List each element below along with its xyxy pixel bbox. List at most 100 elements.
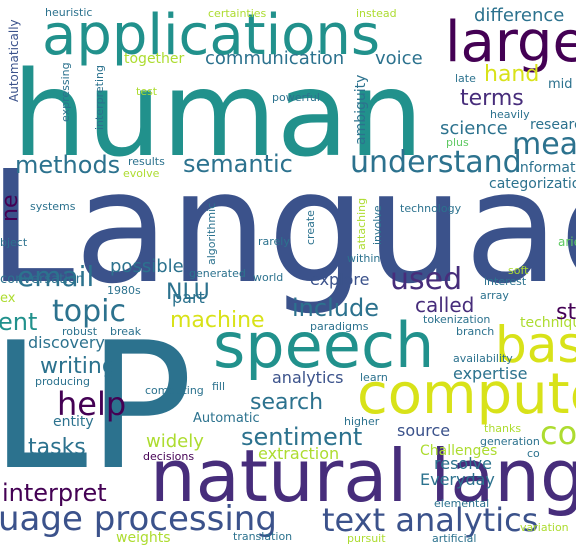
word-soft: interest <box>484 275 527 288</box>
word-difference: difference <box>474 5 565 26</box>
word-language: Language <box>0 137 576 318</box>
word-decisions: generation <box>480 435 540 448</box>
word-variation: artificial <box>432 532 477 545</box>
word-conversation: technique <box>520 315 576 331</box>
word-1980s: world <box>253 271 284 284</box>
word-pursuit: translation <box>233 530 293 543</box>
word-widely: widely <box>146 431 204 452</box>
word-array: soft <box>508 264 529 277</box>
word-producing: break <box>110 325 142 338</box>
word-ent: ent <box>0 308 38 336</box>
word-fill: computing <box>145 384 204 397</box>
word-aries: bject <box>0 236 28 249</box>
word-information: research <box>530 117 576 133</box>
word-discovery: discovery <box>28 333 105 352</box>
word-science: science <box>440 118 508 139</box>
word-uage-processing: uage processing <box>0 499 277 539</box>
word-computation: co <box>527 447 540 460</box>
word-generation: thanks <box>484 422 522 435</box>
word-interpreting: Automatically <box>7 19 21 102</box>
word-writing: writing <box>40 354 116 379</box>
word-possible: possible <box>110 256 184 277</box>
word-called: called <box>415 293 475 317</box>
word-source: source <box>397 421 451 440</box>
word-evolve: plus <box>446 136 469 149</box>
word-ne: st <box>556 300 576 325</box>
word-involve: involve <box>371 205 384 245</box>
word-heuristic: heuristic <box>45 6 93 19</box>
word-explore: explore <box>310 270 370 289</box>
word-within: Challenges <box>420 443 498 459</box>
word-sentiment: sentiment <box>241 423 363 451</box>
word-paradigms: array <box>480 289 509 302</box>
word-email: email <box>17 260 95 293</box>
word-create: create <box>304 210 317 245</box>
word-ambiguity: ambiguity <box>353 74 369 145</box>
word-higher: availability <box>453 352 513 365</box>
word-include: include <box>292 294 379 322</box>
word-extraction: extraction <box>258 444 340 463</box>
word-interest: 1980s <box>107 284 141 297</box>
word-based: based <box>495 316 576 374</box>
word-everyday: Everyday <box>420 470 495 489</box>
word-machine: machine <box>170 308 265 333</box>
word-elemental: decisions <box>143 450 195 463</box>
word-expressing: interpreting <box>93 65 106 130</box>
word-tokenization: paradigms <box>310 320 369 333</box>
word-late: late <box>455 72 476 85</box>
word-ex: conversation <box>0 272 85 287</box>
word-interpret: interpret <box>2 479 107 507</box>
word-rarely: technology <box>400 202 462 215</box>
word-part: part <box>172 288 205 307</box>
word-speech: speech <box>213 309 435 382</box>
word-understand: understand <box>350 145 522 180</box>
word-attaching: attaching <box>355 197 368 250</box>
word-tasks: tasks <box>28 435 86 460</box>
word-break: robust <box>62 325 98 338</box>
word-robust: branch <box>456 325 495 338</box>
word-computer: computer <box>357 362 576 427</box>
word-categorization: information <box>516 160 576 176</box>
word-analytics: analytics <box>272 368 344 387</box>
word-large: large <box>445 10 576 75</box>
word-text-analytics: text analytics <box>322 501 539 539</box>
word-certainties: certainties <box>208 7 267 20</box>
word-terms: terms <box>460 86 524 111</box>
word-generated: rarely <box>258 235 290 248</box>
word-challenges: variation <box>520 521 569 534</box>
word-results: evolve <box>123 167 160 180</box>
word-topic: topic <box>52 294 126 329</box>
word-automatic: Automatic <box>193 411 260 426</box>
word-voice: voice <box>375 48 423 69</box>
word-automatically: ne <box>0 194 23 222</box>
word-research: mid <box>548 77 573 92</box>
word-mid: within <box>347 252 381 265</box>
word-help: help <box>57 385 127 423</box>
word-co: aries <box>558 235 576 249</box>
word-systems: results <box>128 155 165 168</box>
word-entity: entity <box>53 414 94 430</box>
word-natural-language: natural language <box>150 434 576 518</box>
word-heavily: heavily <box>490 108 530 121</box>
word-technology: systems <box>30 200 76 213</box>
word-thanks: higher <box>344 415 380 428</box>
word-technique: categorization <box>489 176 576 192</box>
word-communication: communication <box>205 48 345 69</box>
word-st: computation <box>540 414 576 452</box>
word-lp: LP <box>0 306 194 509</box>
word-resolve: resolve <box>434 454 492 473</box>
word-learn: fill <box>212 380 226 393</box>
word-methods: methods <box>15 151 121 179</box>
word-world: generated <box>189 267 246 280</box>
word-plus: expressing <box>59 62 72 122</box>
word-algorithmic: algorithmic <box>205 202 218 265</box>
word-human: human <box>12 45 424 183</box>
word-availability: learn <box>360 371 388 384</box>
word-translation: weights <box>116 530 171 546</box>
word-hand: hand <box>484 62 540 87</box>
word-expertise: expertise <box>453 364 528 383</box>
word-meaning: meaning <box>512 127 576 162</box>
word-together: together <box>124 51 185 67</box>
word-bject: ex <box>0 291 16 306</box>
